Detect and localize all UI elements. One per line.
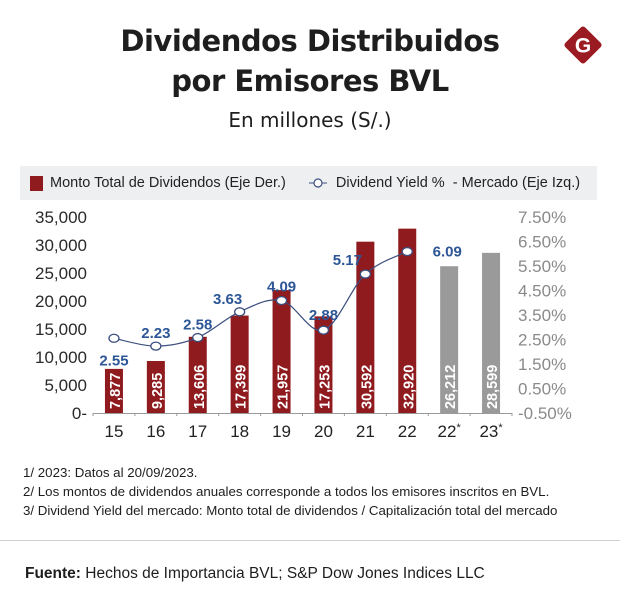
y-right-tick-label: 7.50%	[518, 208, 566, 227]
bar-value-label: 32,920	[401, 365, 417, 409]
x-tick-label: 19	[272, 422, 291, 441]
logo-letter: G	[575, 35, 591, 58]
x-tick-label: 17	[188, 422, 207, 441]
chart-subtitle: En millones (S/.)	[228, 108, 392, 132]
yield-point-marker	[317, 325, 330, 335]
bar-value-label: 7,877	[108, 373, 124, 409]
yield-point-marker	[108, 333, 120, 343]
yield-value-label: 5.17	[333, 252, 362, 269]
yield-value-label: 2.55	[99, 352, 128, 369]
yield-point-marker	[233, 307, 246, 317]
yield-point-marker	[150, 341, 162, 351]
yield-value-label: 2.58	[183, 317, 212, 334]
y-left-tick-label: 10,000	[35, 348, 87, 367]
footnote-2: 2/ Los montos de dividendos anuales corr…	[23, 484, 550, 499]
yield-line-series: 2.55 2.23 2.583.63 4.09 2.88 5.17 6.09	[99, 244, 462, 370]
x-tick-label: 22*	[438, 422, 462, 441]
bar	[440, 266, 459, 413]
y-right-tick-label: 6.50%	[518, 233, 566, 252]
y-right-tick-label: 1.50%	[518, 355, 566, 374]
x-axis: 15 16 17 18 19 20 21 22 22* 23*	[92, 413, 513, 441]
bar	[230, 315, 249, 413]
x-tick-label: 20	[314, 422, 333, 441]
bar-value-label: 21,957	[276, 365, 292, 409]
yield-value-label: 4.09	[267, 279, 296, 296]
y-left-tick-label: 20,000	[35, 292, 87, 311]
y-right-tick-label: 3.50%	[518, 306, 566, 325]
y-axis-left: 0- 5,000 10,000 15,000 20,000 25,000 30,000 35,…	[35, 208, 87, 423]
y-right-tick-label: 5.50%	[518, 257, 566, 276]
divider	[0, 540, 620, 541]
bar	[146, 361, 165, 413]
x-tick-label: 15	[104, 422, 123, 441]
yield-value-label: 6.09	[433, 244, 462, 261]
footnote-3: 3/ Dividend Yield del mercado: Monto tot…	[23, 503, 558, 518]
legend-bar-swatch-icon	[30, 175, 43, 191]
bar-value-label: 17,399	[234, 365, 250, 409]
yield-value-label: 3.63	[213, 291, 242, 308]
yield-point-marker	[401, 246, 413, 257]
legend-line-marker-icon	[308, 178, 327, 188]
y-right-tick-label: 4.50%	[518, 282, 566, 301]
y-right-tick-label: 2.50%	[518, 331, 566, 350]
legend-item-dividends: Monto Total de Dividendos (Eje Der.)	[50, 175, 286, 191]
yield-value-label: 2.23	[141, 325, 170, 342]
y-left-tick-label: 30,000	[35, 236, 87, 255]
x-tick-label: 21	[356, 422, 375, 441]
x-tick-label: 23*	[479, 422, 503, 441]
bar-value-label: 28,599	[485, 365, 501, 409]
yield-point-marker	[359, 269, 372, 279]
bar-value-label: 9,285	[150, 373, 166, 409]
bar	[398, 228, 417, 413]
bar	[272, 290, 291, 413]
source-label: Fuente:	[25, 565, 81, 582]
y-left-tick-label: 35,000	[35, 208, 87, 227]
bar-value-label: 30,592	[359, 365, 375, 409]
y-axis-right: -0.50% 0.50% 1.50% 2.50% 3.50% 4.50% 5.50% 6.50…	[518, 208, 572, 423]
chart-title-line-1: Dividendos Distribuidos	[120, 24, 500, 58]
bar-value-label: 26,212	[443, 365, 459, 409]
y-right-tick-label: -0.50%	[518, 404, 572, 423]
yield-point-marker	[275, 295, 288, 306]
legend-item-dividend-yield: Dividend Yield % - Mercado (Eje Izq.)	[335, 175, 581, 191]
yield-point-marker	[192, 332, 204, 343]
bar-value-label: 17,253	[317, 365, 333, 409]
chart-title-line-2: por Emisores BVL	[171, 64, 449, 98]
bar	[188, 336, 207, 413]
x-tick-label: 22	[398, 422, 417, 441]
source-text: Hechos de Importancia BVL; S&P Dow Jones…	[80, 565, 485, 582]
footnote-1: 1/ 2023: Datos al 20/09/2023.	[23, 465, 198, 480]
bar-series: 7,877 9,285 13,606 17,399 21,957 17,253 30,592…	[104, 228, 501, 413]
y-left-tick-label: 5,000	[44, 376, 87, 395]
y-left-tick-label: 25,000	[35, 264, 87, 283]
dividends-chart: 0- 5,000 10,000 15,000 20,000 25,000 30,000 35,…	[35, 208, 572, 441]
bar	[356, 241, 375, 413]
gestion-logo-icon: G	[564, 26, 602, 64]
yield-value-label: 2.88	[309, 307, 338, 324]
x-tick-label: 16	[146, 422, 165, 441]
bar	[314, 316, 333, 413]
y-right-tick-label: 0.50%	[518, 380, 566, 399]
footnotes: 1/ 2023: Datos al 20/09/2023. 2/ Los mon…	[23, 463, 557, 520]
x-tick-label: 18	[230, 422, 249, 441]
y-left-tick-label: 15,000	[35, 320, 87, 339]
bar	[482, 252, 501, 413]
bar-value-label: 13,606	[192, 365, 208, 409]
chart-legend: Monto Total de Dividendos (Eje Der.) Div…	[20, 166, 597, 200]
source-line: Fuente: Hechos de Importancia BVL; S&P D…	[25, 565, 485, 583]
bar	[104, 368, 123, 413]
y-left-tick-label: 0-	[72, 404, 87, 423]
